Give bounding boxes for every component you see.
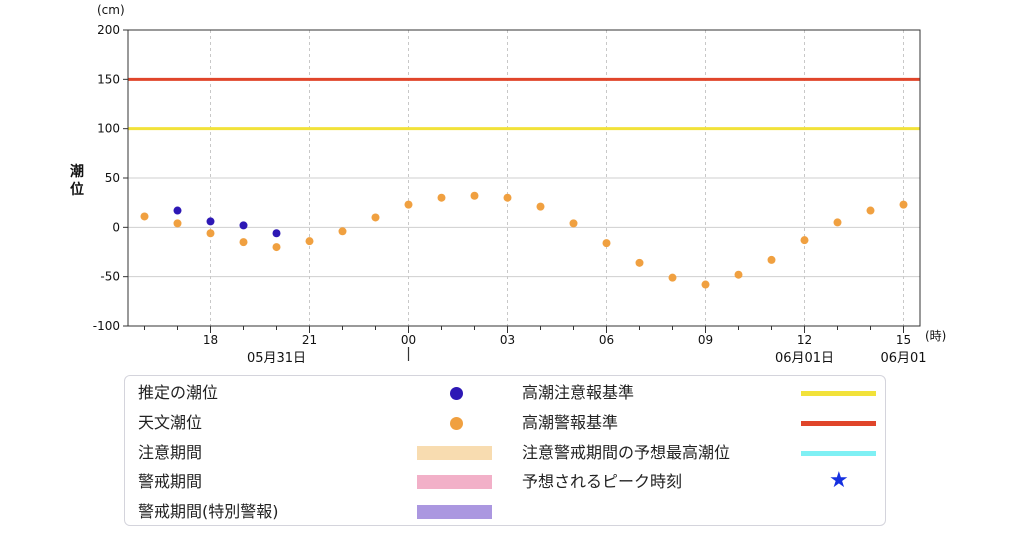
data-point bbox=[404, 200, 413, 209]
legend-warning-period-swatch bbox=[417, 475, 492, 489]
y-tick-label: -100 bbox=[93, 319, 120, 333]
legend-warning-period-label: 警戒期間 bbox=[138, 472, 203, 491]
data-point bbox=[899, 200, 908, 209]
data-point bbox=[470, 191, 479, 200]
x-tick-label: 03 bbox=[500, 333, 515, 347]
legend-special-warning-swatch bbox=[417, 505, 492, 519]
data-point bbox=[734, 270, 743, 279]
data-point bbox=[602, 239, 611, 248]
legend-caution-period-label: 注意期間 bbox=[138, 443, 203, 462]
data-point bbox=[239, 238, 248, 247]
x-tick-label: 15 bbox=[896, 333, 911, 347]
x-tick-label: 09 bbox=[698, 333, 713, 347]
x-tick-label: 18 bbox=[203, 333, 218, 347]
data-point bbox=[338, 227, 347, 236]
data-point bbox=[701, 280, 710, 289]
legend-advisory-line-label: 高潮注意報基準 bbox=[522, 383, 635, 402]
legend-caution-period-swatch bbox=[417, 446, 492, 460]
legend-peak-star-icon: ★ bbox=[829, 468, 849, 493]
date-label: 06月01日 bbox=[775, 351, 834, 366]
y-tick-label: 0 bbox=[112, 220, 120, 234]
y-tick-label: 100 bbox=[97, 122, 120, 136]
data-point bbox=[272, 229, 281, 238]
y-axis-title-top: 潮 bbox=[70, 163, 84, 180]
y-tick-label: -50 bbox=[100, 270, 120, 284]
data-point bbox=[206, 217, 215, 226]
legend-advisory-line-swatch bbox=[801, 391, 876, 396]
data-point bbox=[833, 218, 842, 227]
threshold-lines bbox=[128, 77, 920, 131]
data-point bbox=[437, 193, 446, 202]
data-point bbox=[767, 255, 776, 264]
tide-chart: -100 -50 0 50 100 150 200 18 21 00 03 06 09 12 15 05月31… bbox=[70, 3, 946, 366]
legend-astronomical-marker bbox=[450, 417, 463, 430]
legend-peak-time-label: 予想されるピーク時刻 bbox=[522, 472, 683, 491]
legend-special-warning-label: 警戒期間(特別警報) bbox=[138, 502, 279, 521]
chart-grid bbox=[128, 29, 920, 327]
legend-estimated-marker bbox=[450, 387, 463, 400]
chart-points bbox=[140, 191, 908, 289]
data-point bbox=[668, 273, 677, 282]
data-point bbox=[140, 212, 149, 221]
data-point bbox=[272, 243, 281, 252]
legend-forecast-max-swatch bbox=[801, 451, 876, 456]
data-point bbox=[569, 219, 578, 228]
chart-axes: -100 -50 0 50 100 150 200 18 21 00 03 06 09 12 15 05月31… bbox=[93, 23, 927, 366]
y-tick-label: 200 bbox=[97, 23, 120, 37]
x-tick-label: 06 bbox=[599, 333, 614, 347]
y-tick-label: 50 bbox=[105, 171, 120, 185]
date-label: 06月01 bbox=[880, 351, 926, 366]
chart-legend: 推定の潮位 天文潮位 注意期間 警戒期間 警戒期間(特別警報) 高潮注意報基準 … bbox=[124, 375, 886, 526]
legend-warning-line-swatch bbox=[801, 421, 876, 426]
legend-estimated-label: 推定の潮位 bbox=[138, 383, 219, 402]
x-tick-label: 12 bbox=[797, 333, 812, 347]
data-point bbox=[206, 229, 215, 238]
data-point bbox=[173, 219, 182, 228]
y-axis-title-bottom: 位 bbox=[70, 181, 84, 198]
data-point bbox=[536, 202, 545, 211]
x-tick-label: 21 bbox=[302, 333, 317, 347]
data-point bbox=[866, 206, 875, 215]
data-point bbox=[371, 213, 380, 222]
data-point bbox=[503, 193, 512, 202]
data-point bbox=[239, 221, 248, 230]
legend-warning-line-label: 高潮警報基準 bbox=[522, 413, 619, 432]
x-tick-label: 00 bbox=[401, 333, 416, 347]
legend-astronomical-label: 天文潮位 bbox=[138, 413, 203, 432]
date-label: 05月31日 bbox=[247, 351, 306, 366]
data-point bbox=[635, 258, 644, 267]
data-point bbox=[173, 206, 182, 215]
y-tick-label: 150 bbox=[97, 72, 120, 86]
data-point bbox=[800, 236, 809, 245]
y-unit-label: (cm) bbox=[97, 3, 125, 17]
data-point bbox=[305, 237, 314, 246]
x-unit-label: (時) bbox=[925, 329, 946, 343]
legend-forecast-max-label: 注意警戒期間の予想最高潮位 bbox=[522, 443, 731, 462]
